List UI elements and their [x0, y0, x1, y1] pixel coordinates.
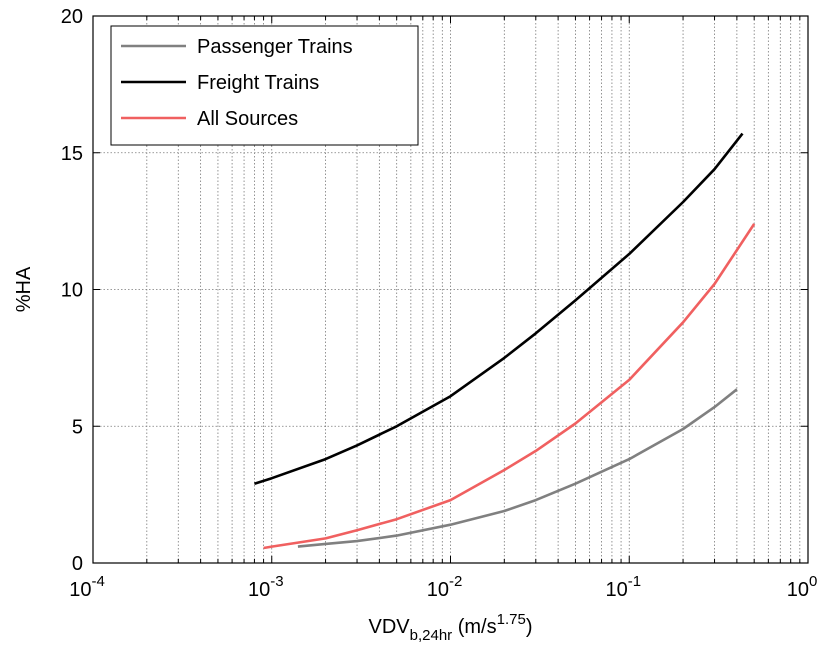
x-axis-title-close: ): [526, 616, 533, 638]
series-line-2: [254, 132, 744, 485]
y-tick-label: 0: [72, 553, 83, 575]
x-tick-label-exponent: -2: [449, 573, 462, 590]
x-tick-label-base: 10: [248, 579, 270, 601]
x-axis-title-exponent: 1.75: [497, 611, 526, 628]
y-tick-label: 20: [61, 6, 83, 28]
x-tick-label-exponent: -1: [628, 573, 641, 590]
legend: Passenger Trains Freight Trains All Source…: [110, 25, 419, 146]
y-tick-labels: 0 5 10 15 20: [61, 6, 83, 575]
legend-label-2: Freight Trains: [197, 72, 319, 94]
x-tick-labels: 10-4 10-3 10-2 10-1 100: [69, 573, 817, 601]
x-tick-label-base: 10: [69, 579, 91, 601]
legend-label-1: Passenger Trains: [197, 36, 353, 58]
x-axis-title-base: VDV: [369, 616, 411, 638]
series-layer: [254, 132, 756, 550]
x-tick-label-exponent: -4: [91, 573, 104, 590]
y-tick-label: 10: [61, 280, 83, 302]
x-tick-label: 10-1: [605, 573, 641, 601]
y-axis-title: %HA: [13, 266, 35, 312]
x-axis-title: VDVb,24hr (m/s1.75): [369, 611, 533, 644]
y-tick-label: 5: [72, 416, 83, 438]
series-line-1: [297, 388, 738, 548]
x-tick-label: 10-4: [69, 573, 105, 601]
x-tick-label: 10-3: [248, 573, 284, 601]
x-tick-label: 10-2: [427, 573, 463, 601]
y-tick-label: 15: [61, 143, 83, 165]
legend-label-3: All Sources: [197, 108, 298, 130]
x-tick-label-exponent: 0: [809, 573, 817, 590]
axes-frame: [92, 15, 809, 564]
x-tick-label-exponent: -3: [270, 573, 283, 590]
x-tick-label-base: 10: [787, 579, 809, 601]
x-axis-title-subscript: b,24hr: [410, 627, 453, 644]
x-tick-label: 100: [787, 573, 818, 601]
series-line-3: [263, 223, 756, 550]
x-axis-title-units: (m/s: [452, 616, 496, 638]
x-tick-label-base: 10: [605, 579, 627, 601]
x-tick-label-base: 10: [427, 579, 449, 601]
